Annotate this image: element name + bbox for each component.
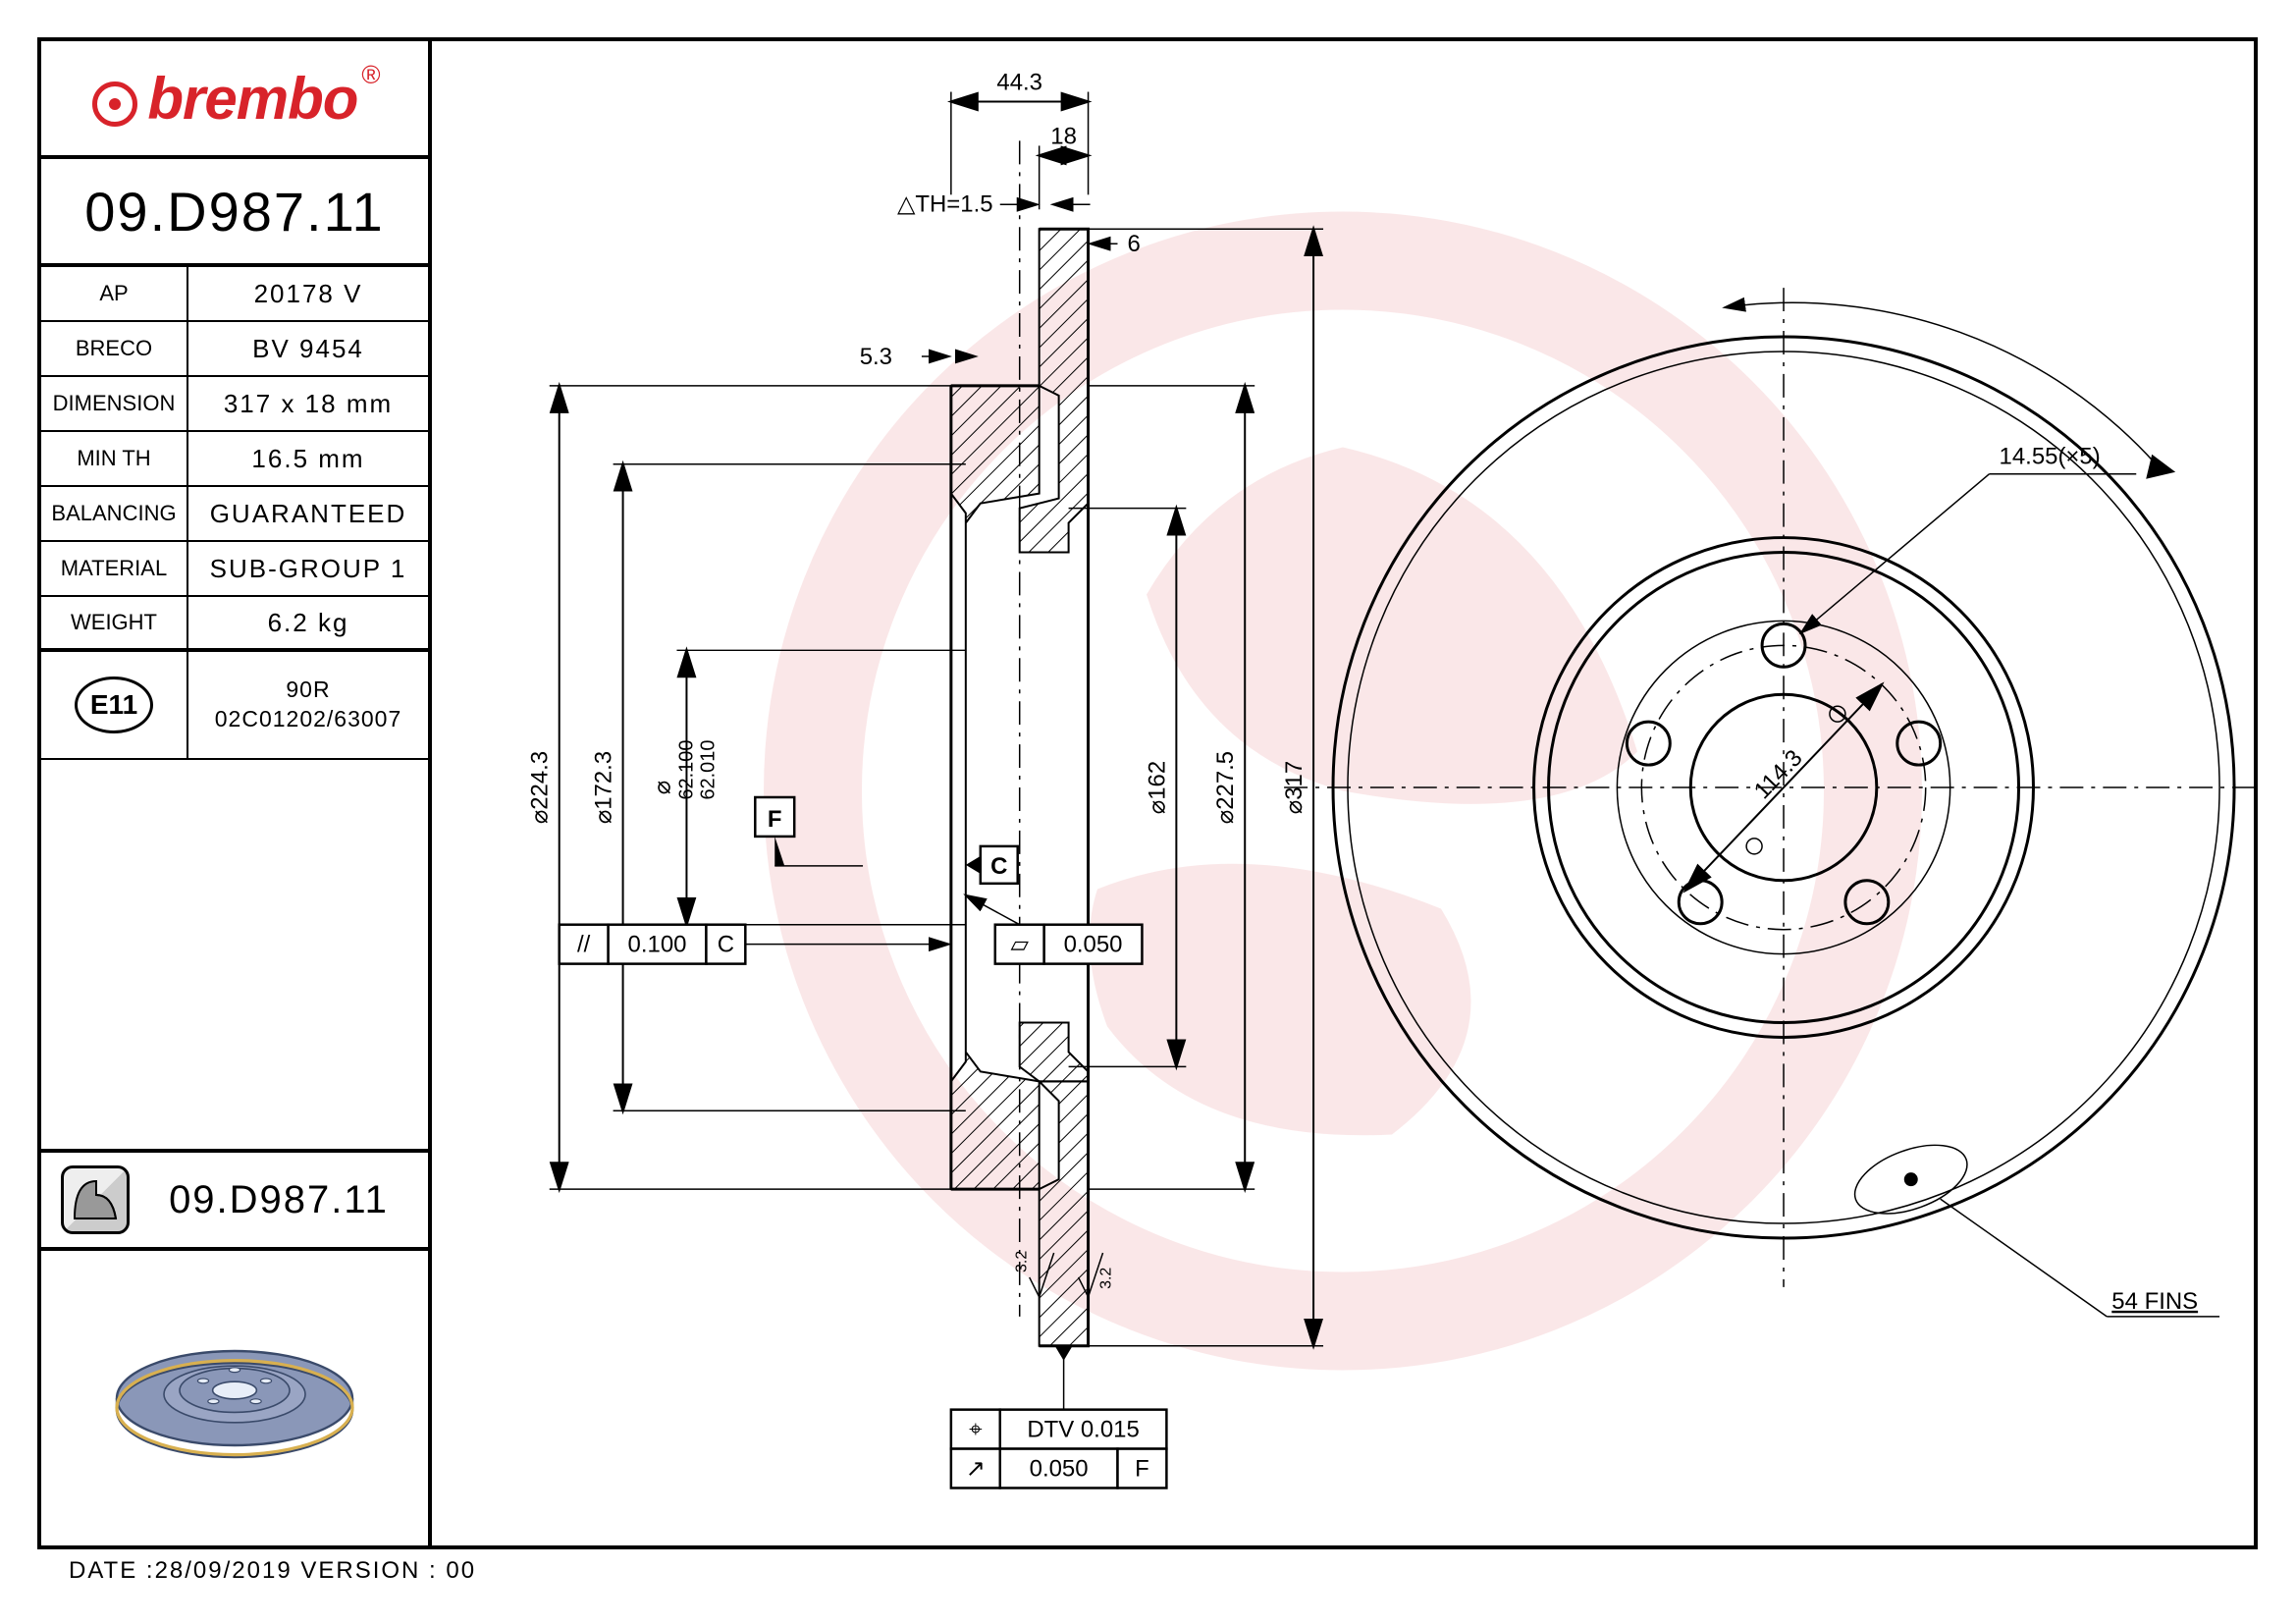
spec-row-ap: AP 20178 V [41,267,428,322]
gdt-parallelism: // 0.100 C [560,925,949,964]
spec-value: GUARANTEED [188,487,428,540]
svg-text:C: C [718,932,734,958]
spec-row-breco: BRECO BV 9454 [41,322,428,377]
part-number: 09.D987.11 [84,180,384,244]
label-fins: 54 FINS [2111,1288,2198,1315]
dim-th: △TH=1.5 [897,190,993,217]
dim-162: ⌀162 [1144,761,1170,814]
svg-text://: // [577,932,591,958]
spec-value: 6.2 kg [188,597,428,648]
certification-row: E11 90R 02C01202/63007 [41,652,428,760]
svg-text:62.100: 62.100 [675,740,697,800]
blank-row [41,760,428,1153]
spec-value: 16.5 mm [188,432,428,485]
dim-62-prefix: ⌀ [649,781,675,794]
dim-18: 18 [1050,123,1077,149]
svg-text:3.2: 3.2 [1014,1251,1031,1272]
dim-44-3: 44.3 [996,70,1042,96]
disc-render-icon [78,1320,392,1477]
info-sidebar: brembo ® 09.D987.11 AP 20178 V BRECO BV … [41,41,432,1545]
registered-icon: ® [361,60,380,90]
dim-6: 6 [1127,231,1140,257]
brembo-logo-icon [92,81,137,127]
gdt-bottom: ⌖ DTV 0.015 ↗ 0.050 F [951,1346,1167,1489]
svg-text:↗: ↗ [966,1456,986,1483]
svg-text:0.100: 0.100 [628,932,687,958]
dim-bolt: 14.55(×5) [2000,444,2101,470]
part-number-2-row: 09.D987.11 [41,1153,428,1251]
spec-label: BRECO [41,322,188,375]
cert-value: 90R 02C01202/63007 [188,652,428,758]
spec-label: WEIGHT [41,597,188,648]
svg-text:DTV 0.015: DTV 0.015 [1027,1417,1139,1443]
svg-text:0.050: 0.050 [1030,1456,1089,1483]
dim-224-3: ⌀224.3 [527,751,554,824]
drawing-frame: brembo ® 09.D987.11 AP 20178 V BRECO BV … [37,37,2258,1549]
logo-row: brembo ® [41,41,428,159]
datum-f: F [755,797,863,866]
dim-172-3: ⌀172.3 [591,751,617,824]
svg-text:62.010: 62.010 [697,740,719,800]
spec-row-minth: MIN TH 16.5 mm [41,432,428,487]
dim-pcd: 114.3 [1749,745,1808,805]
spec-value: 20178 V [188,267,428,320]
spec-row-dimension: DIMENSION 317 x 18 mm [41,377,428,432]
cert-line1: 90R [286,676,330,705]
drawing-area: 44.3 18 △TH=1.5 6 5.3 [432,41,2254,1545]
spec-value: 317 x 18 mm [188,377,428,430]
cert-line2: 02C01202/63007 [215,705,402,734]
cert-mark-cell: E11 [41,652,188,758]
disc-profile-icon [61,1165,130,1234]
dim-227-5: ⌀227.5 [1212,751,1239,824]
section-view: 44.3 18 △TH=1.5 6 5.3 [527,70,1323,1489]
spec-label: MATERIAL [41,542,188,595]
part-number-row: 09.D987.11 [41,159,428,267]
part-number-2: 09.D987.11 [130,1178,428,1222]
spec-label: BALANCING [41,487,188,540]
front-view: 14.55(×5) 114.3 54 FINS [1284,288,2254,1317]
spec-row-material: MATERIAL SUB-GROUP 1 [41,542,428,597]
svg-text:0.050: 0.050 [1064,932,1123,958]
dim-5-3: 5.3 [860,344,892,370]
render-row [41,1251,428,1545]
datum-c: C [966,846,1018,884]
svg-text:▱: ▱ [1010,932,1029,958]
spec-value: SUB-GROUP 1 [188,542,428,595]
svg-text:3.2: 3.2 [1098,1268,1115,1289]
spec-row-balancing: BALANCING GUARANTEED [41,487,428,542]
gdt-flatness: ▱ 0.050 [966,895,1143,964]
svg-text:⌖: ⌖ [969,1417,983,1443]
spec-value: BV 9454 [188,322,428,375]
e11-mark: E11 [75,677,153,733]
technical-drawing: 44.3 18 △TH=1.5 6 5.3 [432,41,2254,1545]
spec-label: AP [41,267,188,320]
svg-text:C: C [990,853,1007,880]
svg-text:F: F [768,806,782,833]
spec-label: MIN TH [41,432,188,485]
spec-row-weight: WEIGHT 6.2 kg [41,597,428,652]
spec-label: DIMENSION [41,377,188,430]
brand-name: brembo [147,65,357,133]
svg-text:F: F [1135,1456,1149,1483]
footer-date-version: DATE :28/09/2019 VERSION : 00 [69,1557,476,1585]
